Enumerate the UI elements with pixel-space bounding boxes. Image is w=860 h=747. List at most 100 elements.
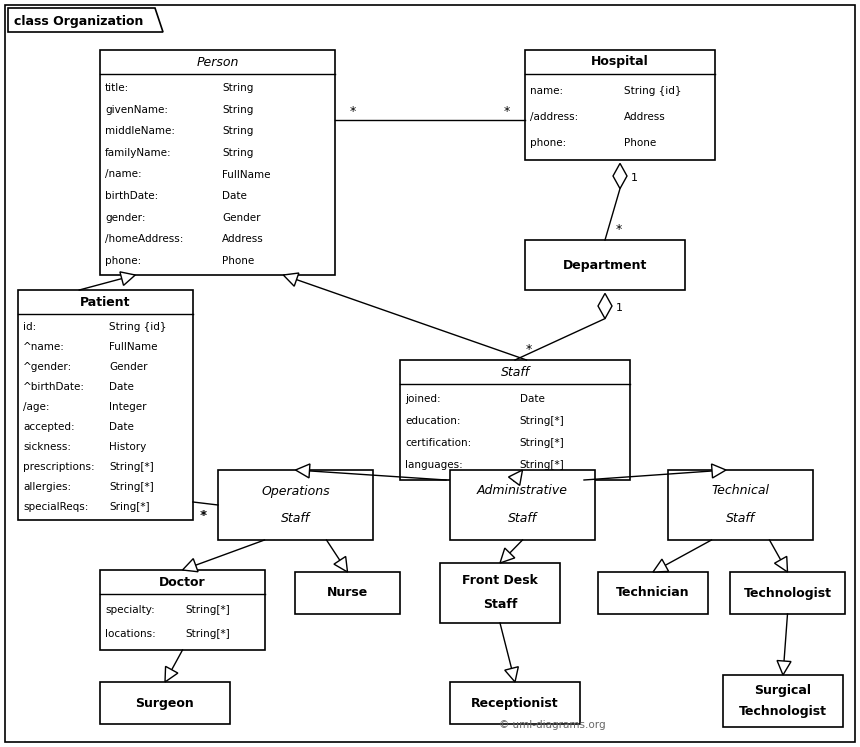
- Polygon shape: [283, 273, 298, 286]
- Text: Staff: Staff: [501, 365, 530, 379]
- Text: ^gender:: ^gender:: [23, 362, 72, 372]
- Text: sickness:: sickness:: [23, 442, 71, 452]
- Text: middleName:: middleName:: [105, 126, 175, 136]
- Polygon shape: [711, 464, 726, 478]
- Polygon shape: [8, 8, 163, 32]
- Text: birthDate:: birthDate:: [105, 191, 158, 201]
- Text: Integer: Integer: [109, 402, 146, 412]
- Text: locations:: locations:: [105, 629, 156, 639]
- Text: Staff: Staff: [508, 512, 537, 525]
- Polygon shape: [775, 557, 788, 572]
- Text: String[*]: String[*]: [109, 482, 154, 492]
- Text: FullName: FullName: [109, 342, 157, 352]
- Text: *: *: [504, 105, 510, 119]
- Polygon shape: [505, 667, 519, 682]
- Text: Staff: Staff: [482, 598, 517, 612]
- Text: Phone: Phone: [222, 256, 255, 266]
- Text: name:: name:: [530, 86, 563, 96]
- Text: Surgical: Surgical: [754, 684, 812, 697]
- Text: Staff: Staff: [281, 512, 310, 525]
- Polygon shape: [653, 560, 668, 572]
- Text: Phone: Phone: [624, 138, 656, 148]
- Text: id:: id:: [23, 322, 36, 332]
- Bar: [400, 360, 630, 480]
- Bar: [598, 572, 708, 614]
- Text: Date: Date: [109, 382, 134, 392]
- Text: String[*]: String[*]: [109, 462, 154, 472]
- Text: *: *: [201, 509, 207, 521]
- Polygon shape: [613, 164, 627, 188]
- Text: phone:: phone:: [105, 256, 141, 266]
- Text: specialty:: specialty:: [105, 605, 155, 615]
- Text: *: *: [350, 105, 356, 119]
- Text: specialReqs:: specialReqs:: [23, 502, 89, 512]
- Text: ^birthDate:: ^birthDate:: [23, 382, 85, 392]
- Text: languages:: languages:: [405, 460, 463, 471]
- Text: Sring[*]: Sring[*]: [109, 502, 150, 512]
- Text: Technologist: Technologist: [739, 705, 827, 718]
- Text: String: String: [222, 148, 254, 158]
- Text: Address: Address: [624, 112, 666, 122]
- Text: ^name:: ^name:: [23, 342, 64, 352]
- Polygon shape: [165, 666, 178, 682]
- Bar: [100, 570, 265, 650]
- Bar: [525, 50, 715, 160]
- Text: String: String: [222, 126, 254, 136]
- Bar: [450, 470, 595, 540]
- Bar: [525, 240, 685, 290]
- Text: joined:: joined:: [405, 394, 440, 403]
- Text: FullName: FullName: [222, 170, 271, 179]
- Text: Nurse: Nurse: [327, 586, 368, 600]
- Text: prescriptions:: prescriptions:: [23, 462, 95, 472]
- Text: Date: Date: [109, 422, 134, 432]
- Text: Technologist: Technologist: [744, 586, 832, 600]
- Polygon shape: [508, 470, 523, 486]
- Text: title:: title:: [105, 83, 129, 93]
- Text: *: *: [200, 509, 206, 522]
- Text: Hospital: Hospital: [591, 55, 649, 69]
- Text: education:: education:: [405, 416, 460, 426]
- Text: Receptionist: Receptionist: [471, 696, 559, 710]
- Text: Department: Department: [562, 258, 648, 271]
- Text: String: String: [222, 105, 254, 114]
- Text: class Organization: class Organization: [14, 16, 144, 28]
- Bar: [668, 470, 813, 540]
- Text: String {id}: String {id}: [109, 322, 167, 332]
- Text: /name:: /name:: [105, 170, 142, 179]
- Bar: [450, 682, 580, 724]
- Bar: [730, 572, 845, 614]
- Text: String[*]: String[*]: [186, 605, 230, 615]
- Bar: [218, 470, 373, 540]
- Polygon shape: [182, 559, 198, 571]
- Text: 1: 1: [616, 303, 623, 313]
- Polygon shape: [777, 660, 791, 675]
- Text: Person: Person: [196, 55, 239, 69]
- Text: Technician: Technician: [616, 586, 690, 600]
- Text: Staff: Staff: [726, 512, 755, 525]
- Text: Date: Date: [519, 394, 544, 403]
- Text: certification:: certification:: [405, 438, 471, 448]
- Text: givenName:: givenName:: [105, 105, 168, 114]
- Text: Date: Date: [222, 191, 247, 201]
- Text: /age:: /age:: [23, 402, 50, 412]
- Bar: [18, 290, 193, 520]
- Text: allergies:: allergies:: [23, 482, 71, 492]
- Bar: [723, 675, 843, 727]
- Polygon shape: [296, 464, 310, 478]
- Text: String: String: [222, 83, 254, 93]
- Polygon shape: [120, 272, 135, 285]
- Text: gender:: gender:: [105, 213, 145, 223]
- Text: Address: Address: [222, 235, 264, 244]
- Text: Administrative: Administrative: [477, 485, 568, 498]
- Text: Surgeon: Surgeon: [136, 696, 194, 710]
- Text: String[*]: String[*]: [519, 438, 564, 448]
- Text: String[*]: String[*]: [186, 629, 230, 639]
- Text: Operations: Operations: [261, 485, 330, 498]
- Text: /address:: /address:: [530, 112, 578, 122]
- Text: *: *: [616, 223, 622, 237]
- Text: History: History: [109, 442, 146, 452]
- Text: 1: 1: [630, 173, 637, 183]
- Text: Technical: Technical: [711, 485, 770, 498]
- Polygon shape: [500, 548, 515, 563]
- Polygon shape: [598, 294, 612, 319]
